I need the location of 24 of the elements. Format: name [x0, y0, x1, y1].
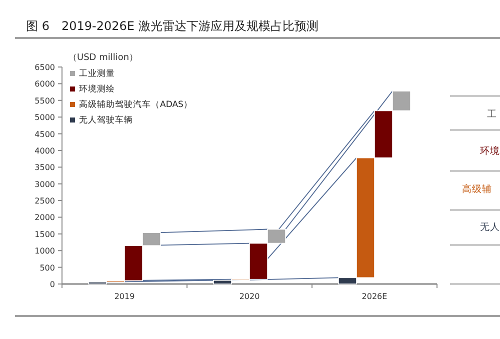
x-tick-label: 2019 — [114, 292, 135, 301]
y-tick-label: 1500 — [34, 230, 55, 239]
y-tick-label: 3000 — [34, 180, 55, 189]
legend-label: 工业测量 — [79, 68, 115, 79]
y-tick-label: 4500 — [34, 130, 55, 139]
x-tick-label: 2026E — [362, 292, 388, 301]
legend-label: 高级辅助驾驶汽车（ADAS） — [79, 99, 192, 110]
y-tick-label: 5500 — [34, 96, 55, 106]
y-axis-title: （USD million） — [68, 53, 138, 63]
chart-title: 图 6 2019-2026E 激光雷达下游应用及规模占比预测 — [26, 19, 318, 33]
x-tick-label: 2020 — [239, 292, 260, 301]
y-tick-label: 2000 — [34, 213, 55, 222]
legend-label: 环境测绘 — [79, 84, 115, 94]
side-table: 工 环境 高级辅 无人 — [450, 96, 500, 284]
y-tick-label: 4000 — [34, 146, 55, 156]
y-tick-label: 6500 — [34, 63, 55, 72]
y-tick-label: 2500 — [34, 196, 55, 206]
legend-label: 无人驾驶车辆 — [79, 114, 133, 126]
y-tick-label: 6000 — [34, 80, 55, 89]
y-tick-label: 3500 — [34, 163, 55, 172]
y-tick-label: 500 — [40, 263, 55, 272]
y-tick-label: 5000 — [34, 113, 55, 122]
y-tick-label: 1000 — [34, 246, 55, 256]
y-tick-label: 0 — [50, 280, 55, 289]
